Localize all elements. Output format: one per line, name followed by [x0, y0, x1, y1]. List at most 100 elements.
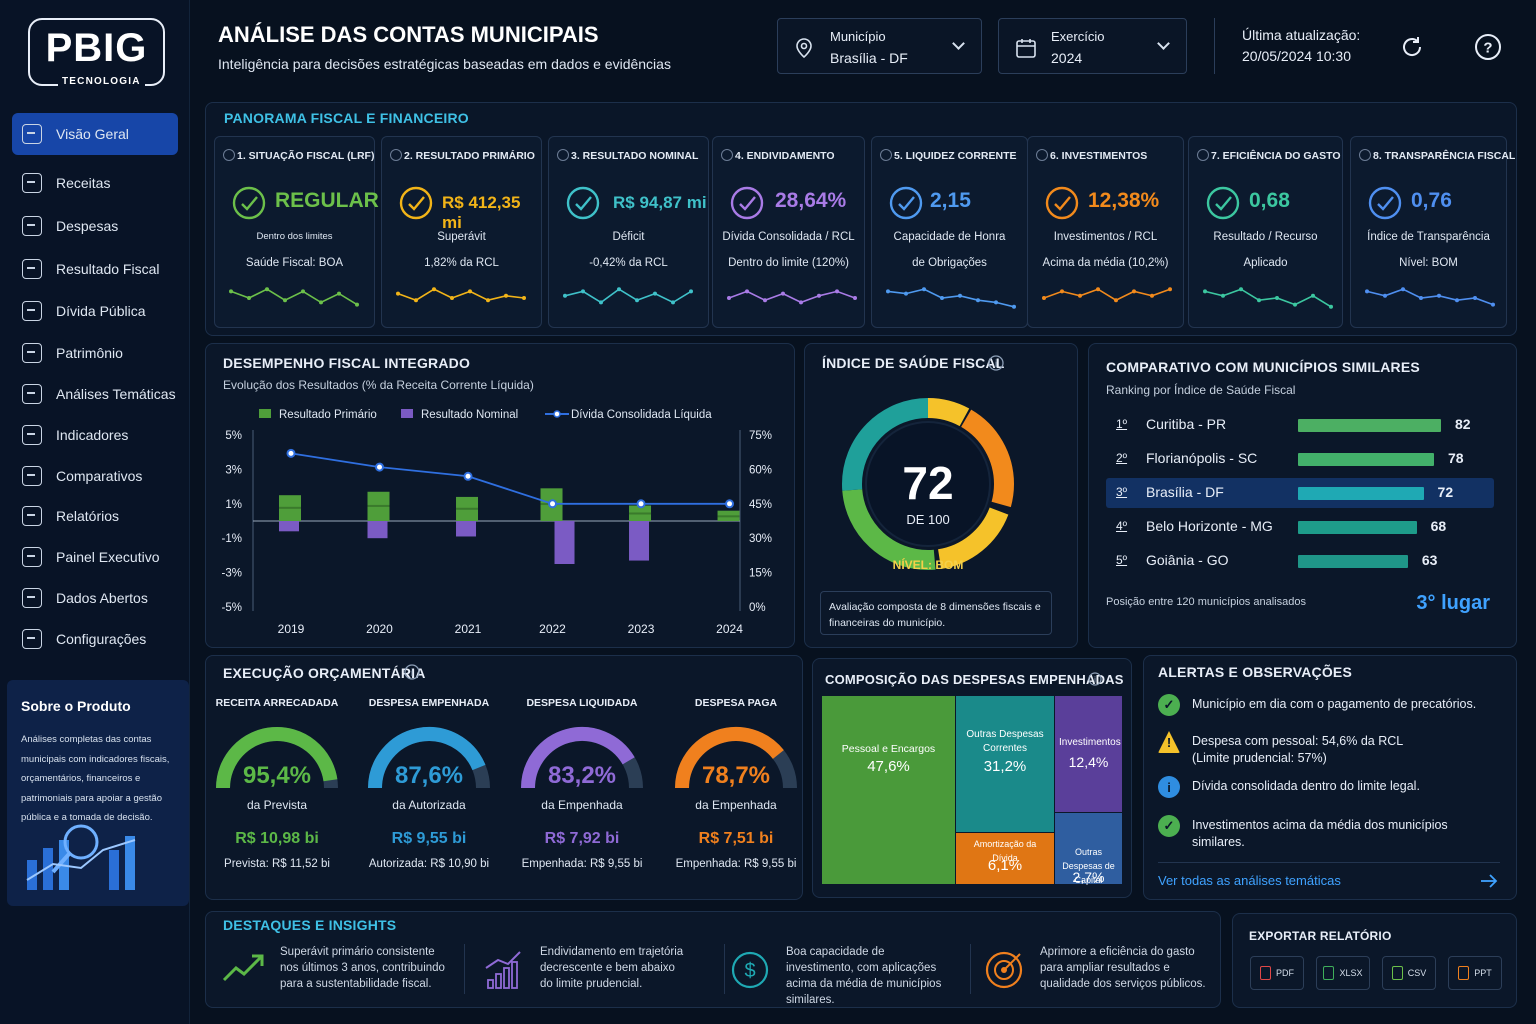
- treemap-cell[interactable]: Amortização da Dívida 6,1%: [956, 833, 1054, 884]
- comparativo-subtitle: Ranking por Índice de Saúde Fiscal: [1106, 383, 1296, 397]
- treemap-value: 31,2%: [983, 758, 1027, 775]
- bar-growth-icon: [485, 951, 521, 989]
- bar-divider: [717, 515, 740, 518]
- gauge-title: DESPESA LIQUIDADA: [526, 697, 638, 709]
- gauge-fill: [216, 727, 338, 789]
- y-right-tick: 30%: [749, 533, 772, 545]
- comparativo-position: 3° lugar: [1416, 592, 1490, 614]
- sparkline-point: [319, 300, 323, 305]
- x-tick: 2023: [628, 622, 655, 636]
- svg-text:i: i: [1094, 675, 1096, 685]
- sidebar-item-relat-rios[interactable]: Relatórios: [12, 495, 178, 537]
- growth-bars-icon: [1045, 186, 1079, 220]
- svg-text:i: i: [411, 668, 413, 679]
- kpi-card[interactable]: 7. EFICIÊNCIA DO GASTO 0,68 Resultado / Re…: [1188, 136, 1343, 328]
- gauge-base: Empenhada: R$ 9,55 bi: [675, 858, 797, 870]
- analytics-illustration-icon: [26, 824, 136, 890]
- export-csv-button[interactable]: CSV: [1382, 956, 1436, 990]
- sidebar: PBIG TECNOLOGIA Visão Geral Receitas Despe…: [0, 0, 190, 1024]
- kpi-card[interactable]: 8. TRANSPARÊNCIA FISCAL 0,76 Índice de Tra…: [1350, 136, 1515, 328]
- sidebar-item-vis-o-geral[interactable]: Visão Geral: [12, 113, 178, 155]
- insight-text: Superávit primário consistente nos últim…: [280, 946, 445, 990]
- sidebar-item-d-vida-p-blica[interactable]: Dívida Pública: [12, 290, 178, 332]
- line-point: [375, 462, 385, 472]
- file-icon: [1323, 966, 1335, 980]
- kpi-card[interactable]: 2. RESULTADO PRIMÁRIO R$ 412,35 mi Superáv…: [381, 136, 542, 328]
- logo[interactable]: PBIG TECNOLOGIA: [28, 18, 165, 87]
- info-icon[interactable]: i: [1088, 672, 1102, 686]
- line-point: [463, 471, 473, 481]
- kpi-card[interactable]: 1. SITUAÇÃO FISCAL (LRF) REGULAR Dentro do…: [214, 136, 379, 328]
- treemap-cell[interactable]: Investimentos 12,4%: [1055, 696, 1122, 812]
- sparkline: [727, 289, 857, 305]
- home-icon: [22, 124, 42, 144]
- saude-title: ÍNDICE DE SAÚDE FISCAL: [822, 355, 1005, 371]
- sparkline-point: [265, 287, 269, 292]
- sparkline-point: [432, 287, 436, 292]
- arrow-right-icon[interactable]: [1480, 873, 1498, 889]
- export-pdf-button[interactable]: PDF: [1250, 956, 1304, 990]
- sidebar-item-comparativos[interactable]: Comparativos: [12, 455, 178, 497]
- execucao-gauge[interactable]: DESPESA PAGA 78,7% da Empenhada R$ 7,51 bi E…: [672, 690, 800, 880]
- execucao-gauge[interactable]: DESPESA LIQUIDADA 83,2% da Empenhada R$ 7,9…: [518, 690, 646, 880]
- sidebar-item-painel-executivo[interactable]: Painel Executivo: [12, 536, 178, 578]
- kpi-line2: Nível: BOM: [1399, 257, 1458, 269]
- info-icon[interactable]: i: [404, 664, 420, 680]
- ranking-row[interactable]: 4º Belo Horizonte - MG 68: [1116, 512, 1496, 542]
- kpi-card[interactable]: 5. LIQUIDEZ CORRENTE 2,15 Capacidade de Ho…: [871, 136, 1028, 328]
- sidebar-item-indicadores[interactable]: Indicadores: [12, 414, 178, 456]
- refresh-icon[interactable]: [1400, 35, 1424, 59]
- execucao-panel: [205, 655, 803, 900]
- alertas-link[interactable]: Ver todas as análises temáticas: [1158, 873, 1341, 888]
- donut-segment: [842, 398, 1014, 570]
- info-icon[interactable]: i: [988, 355, 1004, 371]
- chevron-down-icon: [1157, 37, 1170, 50]
- sidebar-item-dados-abertos[interactable]: Dados Abertos: [12, 577, 178, 619]
- sidebar-item-an-lises-tem-ticas[interactable]: Análises Temáticas: [12, 373, 178, 415]
- sparkline-point: [1419, 296, 1423, 300]
- sidebar-item-resultado-fiscal[interactable]: Resultado Fiscal: [12, 248, 178, 290]
- ranking-row[interactable]: 5º Goiânia - GO 63: [1116, 546, 1496, 576]
- ranking-row[interactable]: 3º Brasília - DF 72: [1106, 478, 1494, 508]
- sidebar-item-configura-es[interactable]: Configurações: [12, 618, 178, 660]
- ranking-name: Curitiba - PR: [1146, 416, 1227, 432]
- sidebar-item-patrim-nio[interactable]: Patrimônio: [12, 332, 178, 374]
- y-left-tick: 3%: [225, 464, 242, 476]
- ranking-row[interactable]: 1º Curitiba - PR 82: [1116, 410, 1496, 440]
- exercicio-select[interactable]: Exercício 2024: [998, 18, 1187, 74]
- kpi-card[interactable]: 6. INVESTIMENTOS 12,38% Investimentos / RC…: [1027, 136, 1184, 328]
- execucao-gauge[interactable]: DESPESA EMPENHADA 87,6% da Autorizada R$ 9,…: [365, 690, 493, 880]
- sparkline-point: [1491, 302, 1495, 307]
- bar-resultado-nominal: [629, 521, 650, 561]
- treemap-cell[interactable]: Outras Despesas Correntes 31,2%: [956, 696, 1054, 832]
- kpi-card[interactable]: 3. RESULTADO NOMINAL R$ 94,87 mi Déficit -0…: [548, 136, 709, 328]
- kpi-line2: 1,82% da RCL: [424, 257, 499, 269]
- sidebar-item-receitas[interactable]: Receitas: [12, 162, 178, 204]
- export-label: XLSX: [1339, 968, 1363, 978]
- saude-note: Avaliação composta de 8 dimensões fiscai…: [829, 601, 1041, 629]
- kpi-title-text: 3. RESULTADO NOMINAL: [571, 150, 699, 162]
- export-ppt-button[interactable]: PPT: [1448, 956, 1502, 990]
- export-xlsx-button[interactable]: XLSX: [1316, 956, 1370, 990]
- ranking-row[interactable]: 2º Florianópolis - SC 78: [1116, 444, 1496, 474]
- kpi-title-text: 1. SITUAÇÃO FISCAL (LRF): [237, 150, 375, 162]
- sidebar-item-despesas[interactable]: Despesas: [12, 205, 178, 247]
- kpi-card[interactable]: 4. ENDIVIDAMENTO 28,64% Dívida Consolidada…: [712, 136, 865, 328]
- building-icon: [22, 343, 42, 363]
- sparkline-point: [653, 291, 657, 296]
- treemap-cell[interactable]: Outras Despesas de Capital 2,7%: [1055, 813, 1122, 885]
- kpi-value: 12,38%: [1088, 189, 1160, 212]
- treemap-cell[interactable]: Pessoal e Encargos 47,6%: [822, 696, 955, 884]
- kpi-value: R$ 412,35 mi: [442, 193, 521, 232]
- municipio-select[interactable]: Município Brasília - DF: [777, 18, 982, 74]
- ranking-bar: [1298, 453, 1435, 466]
- sparkline: [1042, 287, 1172, 303]
- alertas-divider: [1158, 862, 1500, 863]
- expense-icon: [22, 216, 42, 236]
- export-label: CSV: [1407, 968, 1427, 978]
- gauge-title: DESPESA PAGA: [694, 697, 778, 709]
- help-icon[interactable]: ?: [1474, 33, 1502, 61]
- shield-check-icon: [232, 186, 266, 220]
- execucao-gauge[interactable]: RECEITA ARRECADADA 95,4% da Prevista R$ 10,…: [213, 690, 341, 880]
- sidebar-item-label: Comparativos: [56, 468, 143, 484]
